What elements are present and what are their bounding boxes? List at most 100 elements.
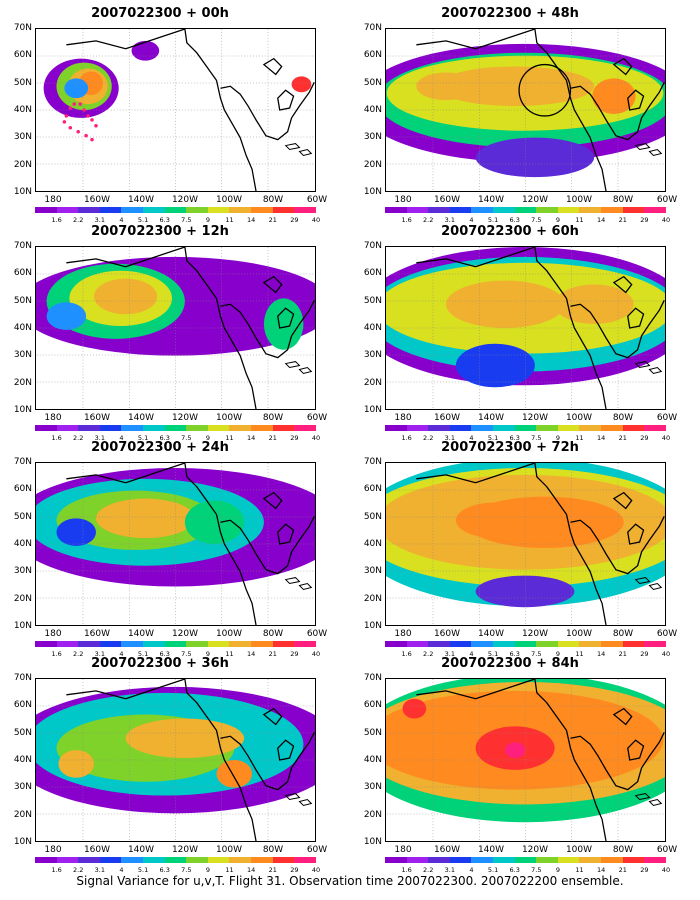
colorbar-label: 4	[119, 216, 124, 224]
colorbar-label: 9	[205, 650, 210, 658]
colorbar-swatch	[449, 641, 472, 647]
lon-tick-label: 80W	[612, 629, 634, 639]
lat-tick-label: 50N	[13, 295, 32, 306]
lon-tick-label: 120W	[521, 195, 549, 205]
colorbar-swatch	[471, 857, 494, 863]
colorbar-swatch	[143, 857, 165, 863]
colorbar-swatch	[493, 207, 515, 213]
map-panel: 2007022300 + 72h 70N 60N 50N 40N 30N 20N 10N 180…	[350, 440, 677, 658]
colorbar-swatch	[294, 207, 316, 213]
lon-tick-label: 160W	[433, 845, 461, 855]
coastline	[66, 247, 315, 409]
lon-tick-label: 120W	[521, 845, 549, 855]
colorbar-label: 6.3	[509, 650, 520, 658]
lat-tick-label: 20N	[363, 159, 382, 170]
variance-contour	[56, 518, 96, 546]
map-panel: 2007022300 + 60h 70N 60N 50N 40N 30N 20N 10N 180…	[350, 224, 677, 442]
colorbar-swatch	[557, 425, 580, 431]
colorbar-swatch	[471, 207, 494, 213]
lat-tick-label: 10N	[363, 405, 382, 415]
colorbar-label: 3.1	[444, 216, 456, 224]
colorbar-swatch	[557, 857, 580, 863]
colorbar-swatch	[406, 207, 429, 213]
colorbar-label: 7.5	[181, 216, 192, 224]
colorbar-label: 11	[575, 650, 584, 658]
map-panel: 2007022300 + 48h 70N 60N 50N 40N 30N 20N 10N 180…	[350, 6, 677, 224]
colorbar-label: 6.3	[159, 866, 170, 874]
lat-tick-label: 20N	[13, 593, 32, 604]
colorbar-swatch	[251, 207, 273, 213]
colorbar-swatch	[121, 857, 144, 863]
lat-tick-label: 70N	[363, 23, 382, 33]
lat-tick-label: 70N	[363, 457, 382, 467]
colorbar-label: 40	[661, 866, 671, 874]
flight-track-point	[90, 118, 94, 122]
lon-tick-label: 80W	[262, 845, 284, 855]
lat-tick-label: 30N	[363, 132, 382, 143]
variance-contour	[402, 698, 427, 719]
colorbar-swatch	[601, 641, 623, 647]
colorbar-label: 3.1	[444, 866, 456, 874]
variance-contour	[291, 76, 312, 93]
colorbar-label: 11	[575, 434, 584, 442]
colorbar-swatch	[622, 641, 645, 647]
lon-tick-label: 60W	[656, 195, 678, 205]
lat-tick-label: 30N	[363, 782, 382, 793]
colorbar-swatch	[143, 207, 165, 213]
colorbar-label: 7.5	[181, 650, 192, 658]
variance-contour	[475, 575, 575, 608]
colorbar-label: 5.1	[487, 216, 499, 224]
colorbar-label: 29	[290, 216, 299, 224]
colorbar-swatch	[428, 857, 450, 863]
lat-tick-label: 60N	[13, 484, 32, 495]
colorbar-swatch	[536, 207, 558, 213]
variance-contour	[455, 343, 535, 388]
colorbar-swatch	[164, 425, 187, 431]
colorbar-swatch	[428, 425, 450, 431]
colorbar-label: 11	[225, 866, 234, 874]
colorbar-swatch	[164, 857, 187, 863]
colorbar-swatch	[449, 425, 472, 431]
colorbar-label: 3.1	[94, 434, 106, 442]
colorbar-swatch	[207, 641, 230, 647]
lon-tick-label: 100W	[565, 845, 593, 855]
lat-tick-label: 40N	[363, 323, 382, 333]
colorbar-label: 40	[661, 650, 671, 658]
lon-tick-label: 80W	[612, 845, 634, 855]
coastline	[416, 679, 665, 841]
colorbar-label: 40	[311, 434, 321, 442]
lat-tick-label: 40N	[363, 105, 382, 115]
island-outline	[284, 143, 313, 156]
lat-tick-label: 20N	[13, 809, 32, 820]
variance-contour	[455, 502, 535, 539]
lon-tick-label: 80W	[612, 413, 634, 423]
colorbar-label: 2.2	[73, 650, 84, 658]
colorbar-label: 2.2	[73, 216, 84, 224]
colorbar-swatch	[579, 425, 602, 431]
lon-tick-label: 160W	[433, 629, 461, 639]
lon-tick-label: 60W	[306, 413, 328, 423]
colorbar-swatch	[471, 641, 494, 647]
colorbar-swatch	[514, 207, 537, 213]
colorbar-swatch	[78, 641, 100, 647]
lat-tick-label: 20N	[13, 377, 32, 388]
island-outline	[634, 361, 663, 374]
lon-tick-label: 180	[394, 195, 412, 205]
colorbar-label: 11	[225, 434, 234, 442]
lon-tick-label: 180	[44, 629, 62, 639]
lat-tick-label: 30N	[13, 782, 32, 793]
variance-map	[385, 462, 666, 626]
colorbar-swatch	[229, 425, 252, 431]
lon-tick-label: 100W	[215, 195, 243, 205]
colorbar-label: 29	[640, 434, 649, 442]
variance-map	[35, 678, 316, 842]
colorbar-label: 29	[290, 866, 299, 874]
lat-tick-label: 10N	[13, 187, 32, 197]
colorbar-label: 11	[225, 216, 234, 224]
map-panel: 2007022300 + 36h 70N 60N 50N 40N 30N 20N 10N 180…	[0, 656, 327, 874]
colorbar-label: 14	[597, 434, 606, 442]
lon-tick-label: 60W	[656, 845, 678, 855]
colorbar-swatch	[428, 641, 450, 647]
island-outline	[634, 577, 663, 590]
colorbar-swatch	[406, 857, 429, 863]
